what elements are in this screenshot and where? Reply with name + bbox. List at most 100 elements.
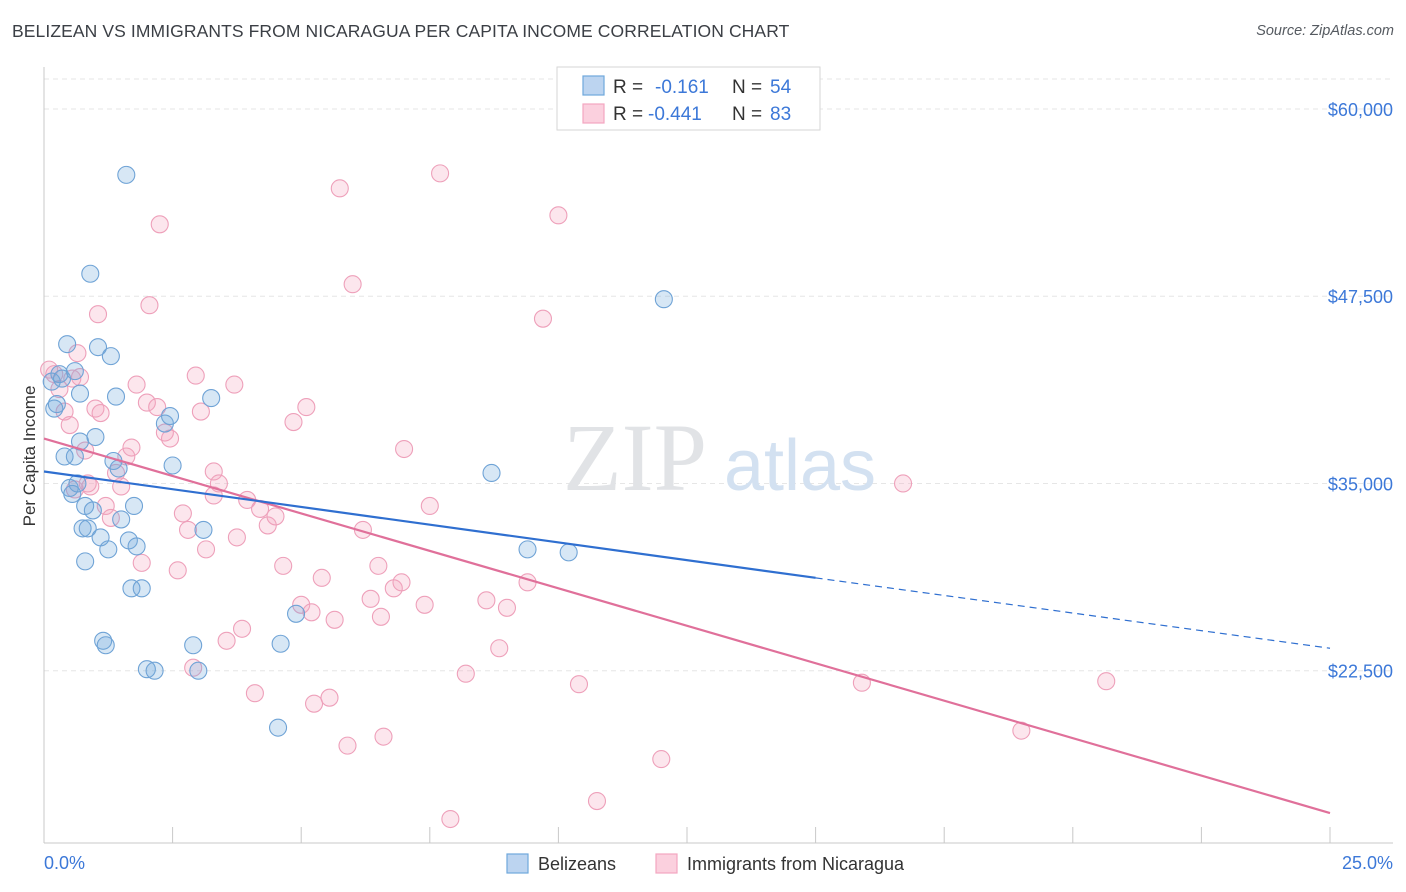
belizean-point [145, 661, 164, 680]
nicaragua-point [127, 375, 146, 394]
nicaragua-point [338, 736, 357, 755]
y-tick-label-1: $47,500 [1328, 287, 1393, 307]
nicaragua-point [533, 309, 553, 328]
nicaragua-point [587, 792, 607, 811]
nicaragua-point [893, 474, 913, 493]
belizean-point [127, 537, 146, 556]
belizean-point [189, 661, 208, 680]
legend-r-label-1: R = [613, 77, 643, 98]
nicaragua-point [225, 375, 244, 394]
belizean-point [47, 395, 66, 414]
nicaragua-point [497, 598, 517, 617]
belizean-point [42, 372, 61, 391]
legend-n-label-1: N = [732, 77, 762, 98]
nicaragua-point [305, 694, 324, 713]
nicaragua-point [371, 607, 390, 626]
y-axis-label: Per Capita Income [20, 386, 39, 527]
belizean-point [518, 540, 537, 559]
belizean-point [202, 389, 221, 408]
correlation-legend: R = -0.161 N = 54 R = -0.441 N = 83 [556, 66, 821, 131]
nicaragua-point [420, 496, 439, 515]
belizean-point [117, 165, 136, 184]
belizean-point [99, 540, 118, 559]
nicaragua-point [456, 664, 475, 683]
nicaragua-point [122, 438, 141, 457]
nicaragua-point [91, 404, 110, 423]
nicaragua-point [173, 504, 192, 523]
nicaragua-point [325, 610, 344, 629]
belizean-point [194, 520, 213, 539]
y-tick-label-2: $35,000 [1328, 474, 1393, 494]
belizean-point [83, 501, 102, 520]
nicaragua-point [415, 595, 434, 614]
nicaragua-point [50, 380, 69, 399]
nicaragua-point [569, 675, 589, 694]
bottom-legend-belizeans: Belizeans [538, 854, 616, 874]
belizean-point [122, 579, 141, 598]
belizean-point [101, 347, 120, 366]
nicaragua-point [232, 619, 252, 638]
belizean-point [65, 362, 84, 381]
belizean-point [112, 510, 131, 529]
nicaragua-point [68, 344, 87, 363]
belizean-point [654, 290, 673, 309]
y-tick-labels: $60,000 $47,500 $35,000 $22,500 [1328, 100, 1393, 682]
nicaragua-point [78, 474, 97, 493]
legend-r-value-2: -0.441 [648, 104, 702, 125]
nicaragua-point [186, 366, 205, 385]
belizean-point [269, 718, 288, 737]
nicaragua-point [392, 573, 411, 592]
watermark-zip: ZIP [563, 404, 707, 511]
nicaragua-point [217, 631, 236, 650]
chart-title: BELIZEAN VS IMMIGRANTS FROM NICARAGUA PE… [12, 21, 790, 41]
belizean-point [58, 335, 77, 354]
nicaragua-points [40, 164, 1116, 829]
nicaragua-point [369, 556, 388, 575]
x-tick-label-start: 0.0% [44, 853, 85, 873]
nicaragua-point [652, 750, 671, 769]
bottom-legend-swatch-belizeans [506, 853, 529, 874]
belizean-point [68, 474, 87, 493]
y-tick-label-0: $60,000 [1328, 100, 1393, 120]
nicaragua-point [490, 639, 509, 658]
belizean-point [88, 338, 108, 357]
nicaragua-point [266, 507, 285, 526]
bottom-legend-swatch-nicaragua [655, 853, 678, 874]
nicaragua-point [196, 540, 216, 559]
trend-lines [43, 437, 1331, 815]
belizean-point [482, 463, 501, 483]
legend-swatch-nicaragua [582, 103, 605, 124]
nicaragua-point [312, 568, 331, 587]
belizean-point [81, 264, 100, 283]
nicaragua-point [374, 727, 393, 746]
nicaragua-point [518, 573, 537, 592]
belizean-point [96, 636, 115, 655]
nicaragua-point [178, 520, 198, 539]
legend-swatch-belizeans [582, 75, 605, 96]
nicaragua-point [361, 589, 380, 608]
belizean-points [42, 165, 673, 737]
belizean-point [163, 456, 182, 475]
nicaragua-point [160, 429, 180, 448]
nicaragua-point [245, 684, 264, 703]
nicaragua-point [60, 415, 79, 435]
nicaragua-point [204, 462, 223, 481]
legend-r-label-2: R = [613, 104, 643, 125]
zipatlas-watermark: ZIP atlas [563, 404, 876, 511]
belizean-point [160, 407, 180, 426]
belizean-point [137, 660, 156, 679]
nicaragua-point [302, 603, 321, 622]
belizean-point [73, 519, 92, 538]
series-legend: Belizeans Immigrants from Nicaragua [506, 853, 905, 874]
nicaragua-point [168, 561, 187, 580]
nicaragua-point [55, 402, 74, 421]
legend-r-value-1: -0.161 [655, 77, 709, 98]
nicaragua-point [274, 556, 293, 575]
nicaragua-point [132, 553, 151, 572]
belizean-trend-line [43, 470, 816, 579]
nicaragua-point [441, 809, 460, 829]
nicaragua-point [549, 206, 568, 225]
belizean-point [287, 604, 306, 623]
nicaragua-point [1097, 672, 1116, 691]
